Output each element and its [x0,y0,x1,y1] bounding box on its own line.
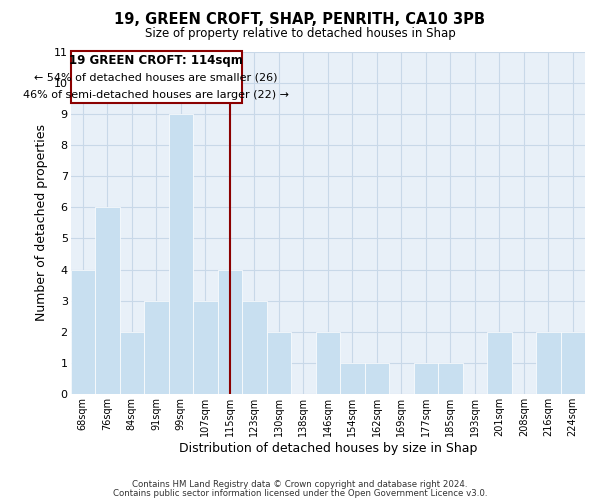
X-axis label: Distribution of detached houses by size in Shap: Distribution of detached houses by size … [179,442,477,455]
Bar [560,332,585,394]
Bar [536,332,560,394]
Bar [71,270,95,394]
Bar [340,363,365,394]
Bar [242,301,266,394]
Bar [365,363,389,394]
Bar [218,270,242,394]
Bar [413,363,438,394]
Bar [169,114,193,394]
Text: Contains HM Land Registry data © Crown copyright and database right 2024.: Contains HM Land Registry data © Crown c… [132,480,468,489]
Text: ← 54% of detached houses are smaller (26): ← 54% of detached houses are smaller (26… [35,72,278,82]
Bar [487,332,511,394]
Y-axis label: Number of detached properties: Number of detached properties [35,124,48,322]
Bar [71,51,242,103]
Bar [144,301,169,394]
Text: 19, GREEN CROFT, SHAP, PENRITH, CA10 3PB: 19, GREEN CROFT, SHAP, PENRITH, CA10 3PB [115,12,485,28]
Bar [119,332,144,394]
Bar [438,363,463,394]
Text: Size of property relative to detached houses in Shap: Size of property relative to detached ho… [145,28,455,40]
Bar [316,332,340,394]
Bar [266,332,291,394]
Text: Contains public sector information licensed under the Open Government Licence v3: Contains public sector information licen… [113,489,487,498]
Bar [95,208,119,394]
Text: 46% of semi-detached houses are larger (22) →: 46% of semi-detached houses are larger (… [23,90,289,100]
Bar [193,301,218,394]
Text: 19 GREEN CROFT: 114sqm: 19 GREEN CROFT: 114sqm [70,54,243,66]
